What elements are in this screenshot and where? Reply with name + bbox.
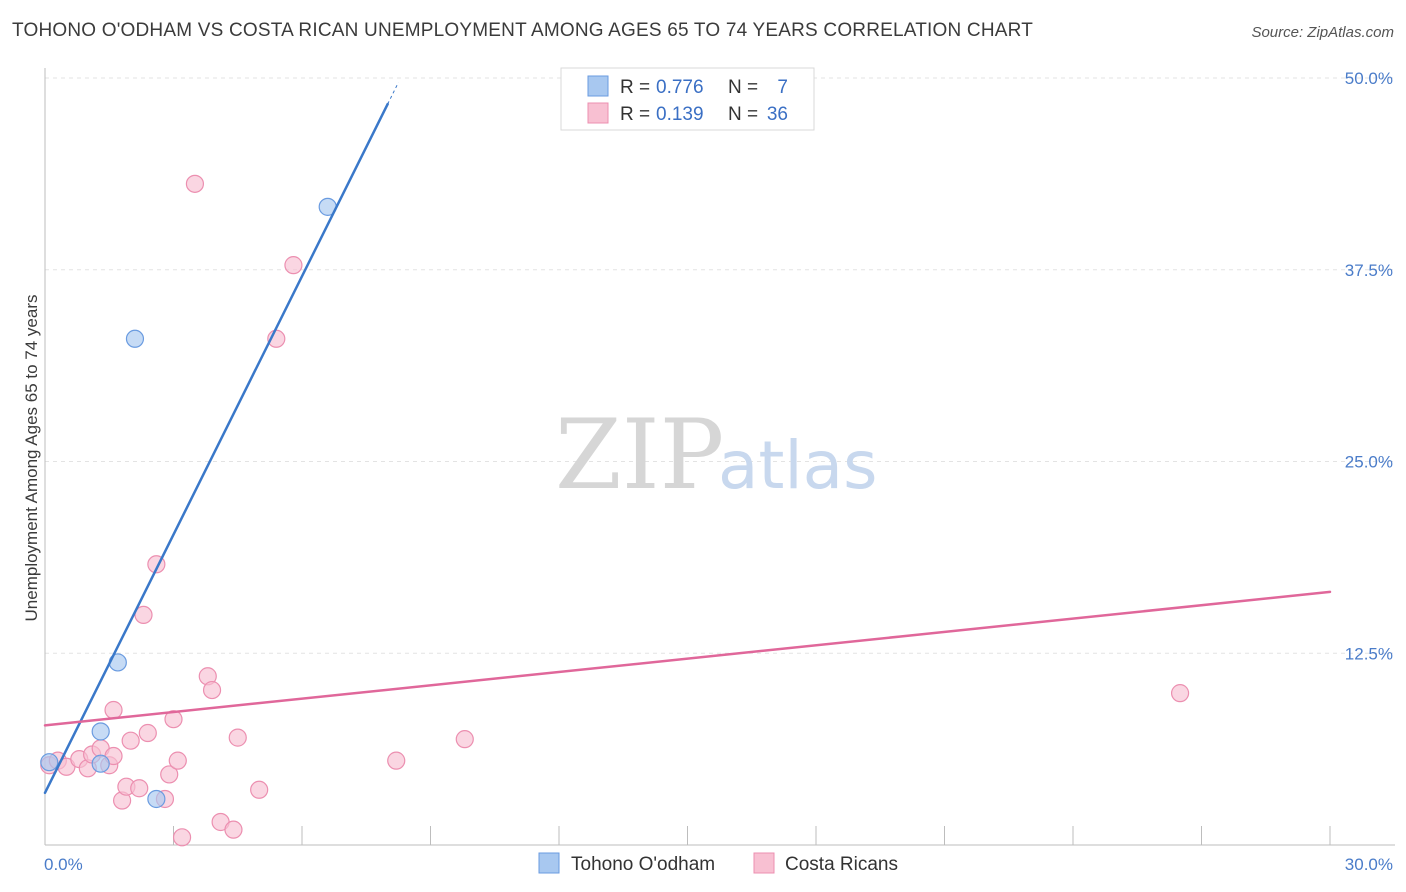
legend-r-label: R =: [620, 77, 650, 98]
y-tick-label: 25.0%: [1345, 453, 1393, 472]
legend-swatch-costa-ricans: [587, 102, 609, 124]
bottom-legend-costa-ricans: Costa Ricans: [785, 854, 898, 875]
tohono-point: [91, 722, 110, 741]
watermark-zip: ZIP: [555, 399, 724, 511]
watermark-atlas: atlas: [718, 427, 878, 504]
bottom-legend: Tohono O'odham Costa Ricans: [538, 852, 898, 875]
legend-r-label: R =: [620, 104, 650, 125]
legend-r-value: 0.776: [656, 77, 704, 98]
tohono-point: [125, 329, 145, 348]
costa-rican-point: [250, 780, 269, 799]
costa-rican-point: [185, 174, 205, 193]
data-points: [40, 174, 1190, 847]
trend-lines: [43, 82, 1332, 795]
legend-swatch-tohono: [587, 75, 609, 97]
costa-rican-point: [224, 820, 243, 839]
x-tick-label: 30.0%: [1345, 855, 1393, 874]
costa-rican-trend-line: [43, 590, 1332, 727]
tohono-point: [91, 754, 110, 773]
tick-labels: 12.5% 25.0% 37.5% 50.0% 0.0% 30.0%: [44, 69, 1393, 874]
legend-n-label: N =: [728, 104, 758, 125]
costa-rican-point: [130, 779, 149, 798]
costa-rican-point: [202, 680, 222, 700]
legend-r-value: 0.139: [656, 104, 704, 125]
tohono-trend-extension: [387, 82, 399, 105]
source-credit: Source: ZipAtlas.com: [1251, 24, 1394, 41]
tohono-trend-line: [43, 102, 389, 795]
costa-rican-point: [168, 751, 187, 770]
chart-title: TOHONO O'ODHAM VS COSTA RICAN UNEMPLOYME…: [12, 20, 1034, 41]
y-tick-label: 37.5%: [1345, 261, 1393, 280]
costa-rican-point: [228, 728, 247, 747]
legend-n-value: 36: [767, 104, 788, 125]
costa-rican-point: [284, 256, 303, 275]
costa-rican-point: [160, 765, 179, 784]
costa-rican-point: [387, 751, 406, 770]
legend-n-value: 7: [777, 77, 788, 98]
costa-rican-point: [104, 700, 123, 720]
x-tick-label: 0.0%: [44, 855, 83, 874]
tohono-point: [40, 753, 59, 772]
legend-n-label: N =: [728, 77, 758, 98]
watermark: ZIP atlas: [555, 399, 878, 511]
costa-rican-point: [164, 710, 183, 729]
axes: [44, 68, 1395, 846]
costa-rican-point: [138, 723, 157, 743]
costa-rican-point: [172, 828, 192, 847]
y-tick-label: 12.5%: [1345, 644, 1393, 663]
bottom-legend-swatch-tohono: [538, 852, 560, 874]
costa-rican-point: [1170, 684, 1190, 703]
costa-rican-point: [455, 730, 474, 749]
legend-box: R = 0.776 N = 7 R = 0.139 N = 36: [560, 67, 815, 131]
costa-rican-point: [134, 605, 153, 625]
bottom-legend-swatch-costa-ricans: [753, 852, 775, 874]
grid-lines: [45, 77, 1395, 654]
y-tick-label: 50.0%: [1345, 69, 1393, 88]
costa-rican-point: [121, 731, 140, 750]
bottom-legend-tohono: Tohono O'odham: [571, 854, 715, 875]
tohono-point: [147, 789, 166, 809]
y-axis-label: Unemployment Among Ages 65 to 74 years: [22, 295, 41, 622]
